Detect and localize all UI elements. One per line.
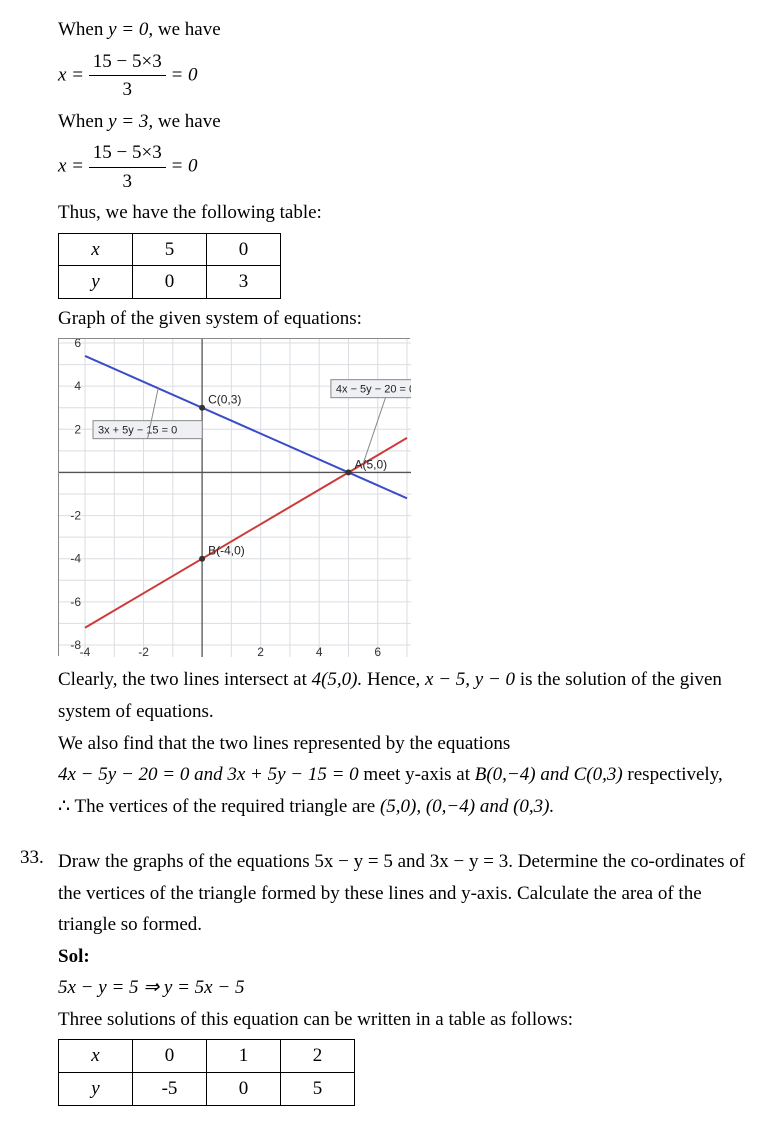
txt: Hence, bbox=[367, 669, 425, 690]
para-find: We also find that the two lines represen… bbox=[58, 730, 756, 758]
svg-text:B(-4,0): B(-4,0) bbox=[208, 544, 245, 558]
table-2: x 0 1 2 y -5 0 5 bbox=[58, 1039, 355, 1105]
rhs: = 0 bbox=[170, 156, 197, 177]
graph-intro: Graph of the given system of equations: bbox=[58, 305, 756, 333]
eq: y = 0, bbox=[108, 19, 153, 40]
graph-svg: -4 -2 2 4 6 -8 -6 -4 -2 2 4 6 A(5,0) C(0,3) B(-4,0) 3x … bbox=[59, 339, 411, 657]
table-row: y 0 3 bbox=[59, 266, 281, 299]
svg-text:4: 4 bbox=[316, 645, 323, 657]
eqs: 4x − 5y − 20 = 0 and 3x + 5y − 15 = 0 bbox=[58, 764, 359, 785]
eq-x-frac-1: x = 15 − 5×3 3 = 0 bbox=[58, 48, 756, 104]
table-row: x 0 1 2 bbox=[59, 1040, 355, 1073]
q-line: the vertices of the triangle formed by t… bbox=[58, 880, 756, 908]
q-line: Draw the graphs of the equations 5x − y … bbox=[58, 848, 756, 876]
txt: we have bbox=[158, 111, 221, 132]
svg-text:C(0,3): C(0,3) bbox=[208, 393, 241, 407]
cell: y bbox=[59, 1073, 133, 1106]
para-vertices: ∴ The vertices of the required triangle … bbox=[58, 793, 756, 821]
eq: y = 3, bbox=[108, 111, 153, 132]
txt: The vertices of the required triangle ar… bbox=[75, 796, 380, 817]
solution-content: When y = 0, we have x = 15 − 5×3 3 = 0 W… bbox=[58, 16, 756, 820]
sol-label: Sol: bbox=[58, 943, 756, 971]
line-when-y3: When y = 3, we have bbox=[58, 108, 756, 136]
cell: 0 bbox=[207, 233, 281, 266]
question-number: 33. bbox=[20, 844, 58, 872]
q33-eq: 5x − y = 5 ⇒ y = 5x − 5 bbox=[58, 974, 756, 1002]
cell: 3 bbox=[207, 266, 281, 299]
svg-text:-2: -2 bbox=[70, 509, 81, 523]
txt: is the solution of the given bbox=[520, 669, 722, 690]
eq: x − 5, y − 0 bbox=[425, 669, 515, 690]
svg-text:3x + 5y − 15 = 0: 3x + 5y − 15 = 0 bbox=[98, 425, 177, 437]
cell: 5 bbox=[281, 1073, 355, 1106]
numerator: 15 − 5×3 bbox=[89, 139, 166, 168]
numerator: 15 − 5×3 bbox=[89, 48, 166, 77]
denominator: 3 bbox=[89, 76, 166, 104]
q33-table-intro: Three solutions of this equation can be … bbox=[58, 1006, 756, 1034]
svg-text:4x − 5y − 20 = 0: 4x − 5y − 20 = 0 bbox=[336, 384, 411, 396]
pts: (5,0), (0,−4) and (0,3). bbox=[380, 796, 554, 817]
txt: respectively, bbox=[627, 764, 722, 785]
graph-figure: -4 -2 2 4 6 -8 -6 -4 -2 2 4 6 A(5,0) C(0,3) B(-4,0) 3x … bbox=[58, 338, 410, 656]
denominator: 3 bbox=[89, 168, 166, 196]
svg-text:-4: -4 bbox=[80, 645, 91, 657]
question-33: 33. Draw the graphs of the equations 5x … bbox=[20, 844, 756, 1111]
table-row: y -5 0 5 bbox=[59, 1073, 355, 1106]
svg-text:2: 2 bbox=[74, 423, 81, 437]
txt: When bbox=[58, 19, 108, 40]
para-intersect: Clearly, the two lines intersect at 4(5,… bbox=[58, 666, 756, 694]
cell: 0 bbox=[133, 266, 207, 299]
cell: 2 bbox=[281, 1040, 355, 1073]
eq-x-frac-2: x = 15 − 5×3 3 = 0 bbox=[58, 139, 756, 195]
cell: y bbox=[59, 266, 133, 299]
cell: 5 bbox=[133, 233, 207, 266]
lhs: x = bbox=[58, 156, 84, 177]
therefore-icon: ∴ bbox=[58, 796, 70, 817]
cell: x bbox=[59, 233, 133, 266]
txt: meet y-axis at bbox=[363, 764, 474, 785]
pt: 4(5,0). bbox=[312, 669, 363, 690]
q-line: triangle so formed. bbox=[58, 911, 756, 939]
fraction: 15 − 5×3 3 bbox=[89, 139, 166, 195]
cell: x bbox=[59, 1040, 133, 1073]
svg-text:-4: -4 bbox=[70, 552, 81, 566]
cell: 0 bbox=[207, 1073, 281, 1106]
svg-text:-6: -6 bbox=[70, 595, 81, 609]
txt: we have bbox=[158, 19, 221, 40]
cell: 1 bbox=[207, 1040, 281, 1073]
lhs: x = bbox=[58, 64, 84, 85]
svg-text:2: 2 bbox=[257, 645, 264, 657]
svg-text:6: 6 bbox=[74, 339, 81, 350]
para-system: system of equations. bbox=[58, 698, 756, 726]
txt: Clearly, the two lines intersect at bbox=[58, 669, 312, 690]
line-when-y0: When y = 0, we have bbox=[58, 16, 756, 44]
table-intro: Thus, we have the following table: bbox=[58, 199, 756, 227]
pts: B(0,−4) and C(0,3) bbox=[475, 764, 623, 785]
question-body: Draw the graphs of the equations 5x − y … bbox=[58, 844, 756, 1111]
rhs: = 0 bbox=[170, 64, 197, 85]
svg-text:A(5,0): A(5,0) bbox=[354, 458, 387, 472]
svg-text:4: 4 bbox=[74, 380, 81, 394]
table-1: x 5 0 y 0 3 bbox=[58, 233, 281, 299]
para-eqs: 4x − 5y − 20 = 0 and 3x + 5y − 15 = 0 me… bbox=[58, 761, 756, 789]
cell: -5 bbox=[133, 1073, 207, 1106]
svg-text:6: 6 bbox=[374, 645, 381, 657]
svg-text:-2: -2 bbox=[138, 645, 149, 657]
fraction: 15 − 5×3 3 bbox=[89, 48, 166, 104]
svg-text:-8: -8 bbox=[70, 638, 81, 652]
cell: 0 bbox=[133, 1040, 207, 1073]
table-row: x 5 0 bbox=[59, 233, 281, 266]
txt: When bbox=[58, 111, 108, 132]
